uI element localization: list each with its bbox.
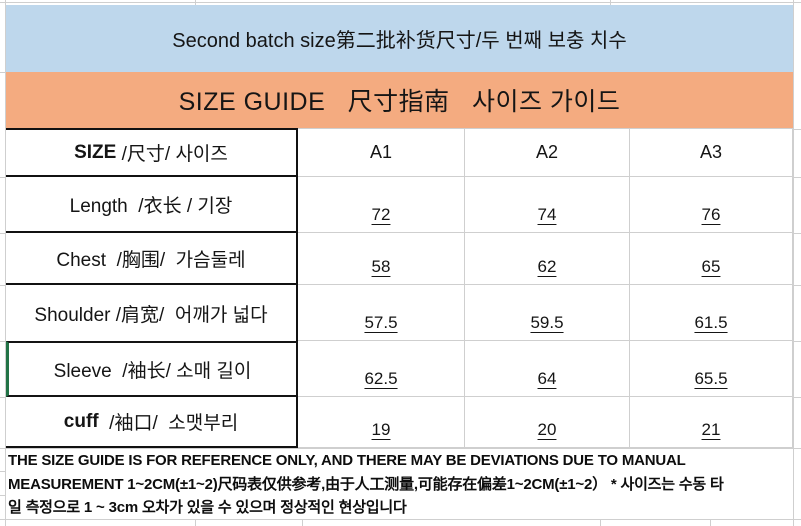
table-cell: 21 — [630, 397, 793, 448]
table-cell: 65.5 — [630, 341, 793, 397]
measurement-value: 62 — [537, 257, 557, 276]
gridline-tick — [0, 177, 5, 178]
measurement-value: 65.5 — [694, 369, 728, 388]
row-label-rest: Chest /胸围/ 가슴둘레 — [56, 249, 246, 271]
gridline-tick — [0, 72, 5, 73]
measurement-value: 76 — [701, 205, 721, 224]
table-cell: 58 — [298, 233, 465, 285]
column-header-a3: A3 — [630, 128, 793, 177]
measurement-value: 57.5 — [364, 313, 398, 332]
row-label-rest: /袖口/ 소맷부리 — [98, 413, 239, 434]
table-cell: 19 — [298, 397, 465, 448]
header-label-cell: SIZE /尺寸/ 사이즈 — [6, 128, 298, 177]
size-table: SIZE /尺寸/ 사이즈 A1 A2 A3 Length /衣长 / 기장 7… — [6, 128, 793, 448]
disclaimer-line: 일 측정으로 1 ~ 3cm 오차가 있을 수 있으며 정상적인 현상입니다 — [8, 499, 407, 516]
measurement-value: 59.5 — [530, 313, 564, 332]
gridline-tick — [0, 341, 5, 342]
table-cell: 57.5 — [298, 285, 465, 341]
gridline-tick — [195, 0, 196, 5]
measurement-value: 61.5 — [694, 313, 728, 332]
title-banner: SIZE GUIDE 尺寸指南 사이즈 가이드 — [6, 72, 793, 128]
table-cell: 61.5 — [630, 285, 793, 341]
gridline-tick — [793, 341, 801, 342]
gridline — [5, 0, 6, 526]
measurement-value: 72 — [371, 205, 391, 224]
row-label-sleeve-selected-cell[interactable]: Sleeve /袖长/ 소매 길이 — [6, 341, 298, 397]
disclaimer-line: THE SIZE GUIDE IS FOR REFERENCE ONLY, AN… — [8, 452, 686, 469]
measurement-value: 74 — [537, 205, 557, 224]
row-label-cuff: cuff /袖口/ 소맷부리 — [6, 397, 298, 448]
gridline-tick — [793, 177, 801, 178]
measurement-value: 65 — [701, 257, 721, 276]
table-cell: 62 — [465, 233, 630, 285]
row-label-strong: cuff — [63, 410, 99, 432]
column-header-text: A3 — [699, 142, 723, 162]
column-header-text: A1 — [369, 142, 393, 162]
gridline-tick — [0, 397, 5, 398]
gridline-tick — [610, 0, 611, 5]
gridline — [0, 519, 801, 520]
table-cell: 65 — [630, 233, 793, 285]
gridline-tick — [710, 519, 711, 526]
gridline-tick — [793, 285, 801, 286]
measurement-value: 19 — [371, 420, 391, 439]
gridline — [0, 448, 801, 449]
subtitle-banner: Second batch size第二批补货尺寸/두 번째 보충 치수 — [6, 5, 793, 72]
column-header-text: A2 — [535, 142, 559, 162]
gridline — [793, 0, 794, 526]
row-label-rest: Length /衣长 / 기장 — [69, 195, 233, 217]
measurement-value: 21 — [701, 420, 721, 439]
measurement-value: 58 — [371, 257, 391, 276]
title-text: SIZE GUIDE 尺寸指南 사이즈 가이드 — [178, 88, 621, 116]
column-header-a2: A2 — [465, 128, 630, 177]
row-label-length: Length /衣长 / 기장 — [6, 177, 298, 233]
measurement-value: 62.5 — [364, 369, 398, 388]
measurement-value: 20 — [537, 420, 557, 439]
gridline-tick — [0, 285, 5, 286]
measurement-value: 64 — [537, 369, 557, 388]
table-cell: 76 — [630, 177, 793, 233]
column-header-a1: A1 — [298, 128, 465, 177]
gridline-tick — [0, 495, 5, 496]
gridline-tick — [302, 519, 303, 526]
row-label-shoulder: Shoulder /肩宽/ 어깨가 넓다 — [6, 285, 298, 341]
gridline-tick — [793, 397, 801, 398]
gridline-tick — [600, 519, 601, 526]
gridline-tick — [195, 519, 196, 526]
row-label-rest: Sleeve /袖长/ 소매 길이 — [53, 360, 252, 382]
row-label-rest: Shoulder /肩宽/ 어깨가 넓다 — [34, 304, 268, 326]
table-cell: 62.5 — [298, 341, 465, 397]
gridline-tick — [0, 471, 5, 472]
gridline-tick — [0, 233, 5, 234]
disclaimer-text: THE SIZE GUIDE IS FOR REFERENCE ONLY, AN… — [8, 449, 798, 519]
gridline — [0, 2, 801, 3]
table-cell: 59.5 — [465, 285, 630, 341]
gridline-tick — [793, 129, 801, 130]
table-cell: 74 — [465, 177, 630, 233]
header-label-strong: SIZE — [74, 141, 117, 163]
table-cell: 64 — [465, 341, 630, 397]
table-cell: 20 — [465, 397, 630, 448]
row-label-chest: Chest /胸围/ 가슴둘레 — [6, 233, 298, 285]
table-cell: 72 — [298, 177, 465, 233]
subtitle-text: Second batch size第二批补货尺寸/두 번째 보충 치수 — [172, 30, 627, 52]
gridline-tick — [793, 233, 801, 234]
header-label-rest: /尺寸/ 사이즈 — [116, 144, 228, 165]
disclaimer-line: MEASUREMENT 1~2CM(±1~2)尺码表仅供参考,由于人工测量,可能… — [8, 475, 724, 493]
